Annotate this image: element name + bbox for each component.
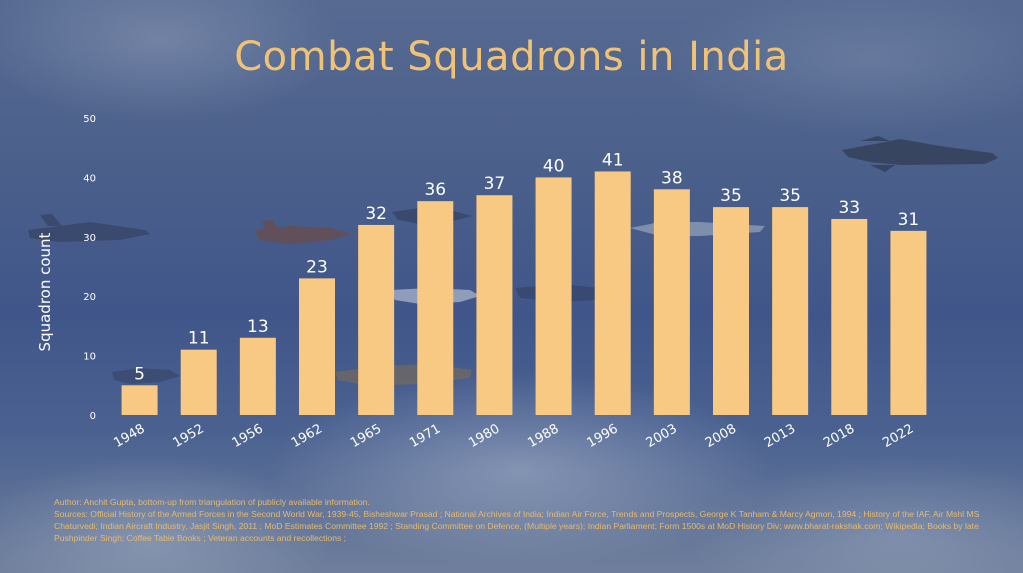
y-tick-label: 50 xyxy=(83,114,96,125)
author-credit: Author: Anchit Gupta, bottom-up from tri… xyxy=(54,497,370,507)
aircraft-silhouette-icon xyxy=(255,220,352,244)
data-label: 11 xyxy=(188,329,210,349)
x-tick-label: 1971 xyxy=(407,421,443,451)
aircraft-silhouette-icon xyxy=(842,136,998,172)
y-tick-label: 10 xyxy=(83,352,96,363)
bar xyxy=(594,171,631,415)
sources-text: Sources: Official History of the Armed F… xyxy=(54,509,980,543)
sources-footnote: Author: Anchit Gupta, bottom-up from tri… xyxy=(54,496,989,544)
data-label: 38 xyxy=(661,168,683,188)
bar xyxy=(535,177,572,415)
bar xyxy=(653,189,690,415)
x-tick-label: 2018 xyxy=(821,421,857,451)
bar xyxy=(180,349,217,415)
bar xyxy=(890,230,927,415)
chart-title: Combat Squadrons in India xyxy=(234,34,789,80)
x-tick-label: 1996 xyxy=(585,421,621,451)
bars xyxy=(121,171,927,415)
bar xyxy=(713,207,749,415)
x-tick-label: 1952 xyxy=(171,421,207,451)
y-axis: 0 10 20 30 40 50 xyxy=(83,114,96,422)
aircraft-silhouette-icon xyxy=(112,368,180,384)
data-labels: 5 11 13 23 32 36 37 40 41 38 35 35 33 31 xyxy=(134,150,919,384)
x-tick-label: 2022 xyxy=(880,421,916,451)
y-tick-label: 40 xyxy=(83,173,96,184)
y-tick-label: 0 xyxy=(90,411,96,422)
x-tick-label: 1962 xyxy=(289,421,325,451)
y-axis-label: Squadron count xyxy=(36,232,54,351)
data-label: 33 xyxy=(838,198,860,218)
x-tick-label: 1948 xyxy=(111,421,147,451)
bar xyxy=(121,385,158,415)
y-tick-label: 30 xyxy=(83,233,96,244)
data-label: 36 xyxy=(424,180,446,200)
y-tick-label: 20 xyxy=(83,292,96,303)
data-label: 41 xyxy=(602,150,624,170)
x-axis: 1948 1952 1956 1962 1965 1971 1980 1988 1996 2003… xyxy=(111,421,916,451)
bar xyxy=(299,278,335,415)
data-label: 35 xyxy=(720,186,742,206)
bar xyxy=(831,218,868,415)
data-label: 37 xyxy=(484,174,506,194)
data-label: 13 xyxy=(247,317,269,337)
data-label: 32 xyxy=(365,204,387,224)
x-tick-label: 2008 xyxy=(703,421,739,451)
x-tick-label: 1965 xyxy=(348,421,384,451)
data-label: 40 xyxy=(543,156,565,176)
x-tick-label: 1988 xyxy=(525,421,561,451)
bar xyxy=(417,201,454,415)
x-tick-label: 1956 xyxy=(230,421,266,451)
data-label: 23 xyxy=(306,257,328,277)
bar xyxy=(239,337,276,415)
data-label: 5 xyxy=(134,364,145,384)
bar xyxy=(358,224,395,415)
x-tick-label: 2003 xyxy=(644,421,680,451)
x-tick-label: 2013 xyxy=(762,421,798,451)
bar xyxy=(476,195,513,415)
x-tick-label: 1980 xyxy=(466,421,502,451)
bar xyxy=(772,207,809,415)
data-label: 35 xyxy=(779,186,801,206)
aircraft-silhouette-icon xyxy=(28,214,150,242)
data-label: 31 xyxy=(898,210,920,230)
